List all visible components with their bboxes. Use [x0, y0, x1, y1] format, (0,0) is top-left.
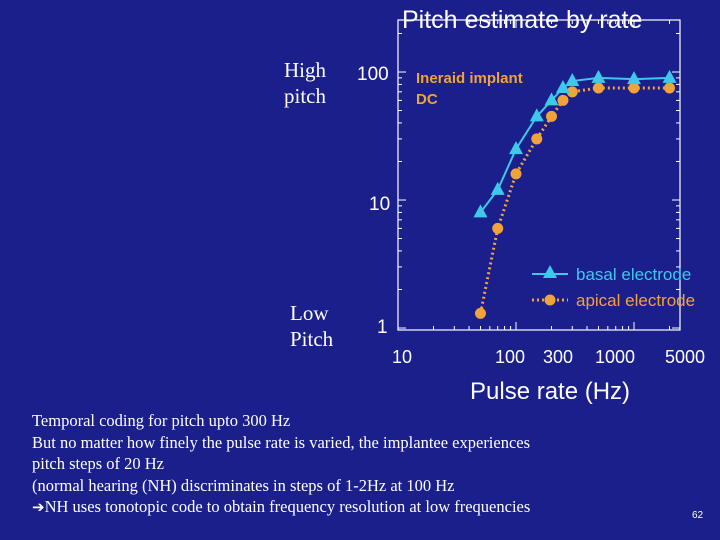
body-line-3: pitch steps of 20 Hz [32, 454, 164, 473]
apical-point [492, 222, 504, 234]
basal-point [627, 71, 641, 85]
low-pitch-line-2: Pitch [290, 327, 334, 351]
apical-point [474, 307, 486, 319]
body-text: Temporal coding for pitch upto 300 Hz Bu… [32, 410, 692, 519]
apical-point [510, 168, 522, 180]
chart-annotation: DC [416, 91, 438, 108]
page-number: 62 [692, 510, 704, 521]
y-tick-label: 1 [377, 317, 388, 338]
x-tick-label: 100 [495, 347, 525, 367]
low-pitch-label: Low Pitch [290, 300, 333, 352]
high-pitch-line-2: pitch [284, 84, 326, 108]
legend-basal-label: basal electrode [576, 265, 691, 284]
y-tick-label: 10 [369, 194, 390, 215]
basal-point [509, 141, 523, 155]
x-tick-label: 5000 [665, 347, 705, 367]
arrow-icon: ➔ [32, 498, 45, 516]
body-line-2: But no matter how finely the pulse rate … [32, 432, 531, 452]
apical-point [531, 133, 543, 145]
legend-apical-label: apical electrode [576, 291, 695, 310]
apical-point [664, 82, 676, 94]
high-pitch-label: High pitch [284, 57, 326, 109]
basal-point [555, 79, 570, 93]
basal-point [565, 73, 580, 87]
apical-series-line [479, 86, 670, 314]
apical-point [628, 82, 640, 94]
low-pitch-line-1: Low [290, 301, 329, 325]
basal-point [544, 92, 559, 106]
x-axis-title: Pulse rate (Hz) [470, 378, 631, 405]
high-pitch-line-1: High [284, 58, 326, 82]
basal-point [662, 69, 677, 83]
body-line-5-text: NH uses tonotopic code to obtain frequen… [44, 497, 531, 516]
apical-point [546, 110, 558, 122]
body-line-5: ➔NH uses tonotopic code to obtain freque… [32, 496, 692, 519]
plot-frame [397, 19, 681, 331]
basal-series-line [479, 76, 670, 214]
apical-point [557, 94, 569, 106]
y-tick-label: 100 [357, 64, 389, 85]
basal-point [591, 69, 606, 83]
legend-basal-marker [543, 265, 557, 278]
x-tick-label: 10 [392, 347, 412, 367]
x-tick-label: 300 [543, 347, 573, 367]
apical-point [592, 82, 604, 94]
body-line-1: Temporal coding for pitch upto 300 Hz [32, 411, 291, 430]
basal-point [529, 108, 544, 122]
basal-point [490, 181, 505, 195]
basal-point [473, 204, 488, 218]
legend-apical-marker [544, 294, 556, 306]
body-line-4: (normal hearing (NH) discriminates in st… [32, 475, 455, 495]
apical-point [566, 86, 578, 98]
x-tick-label: 1000 [595, 347, 635, 367]
chart-annotation: Ineraid implant [416, 70, 523, 87]
